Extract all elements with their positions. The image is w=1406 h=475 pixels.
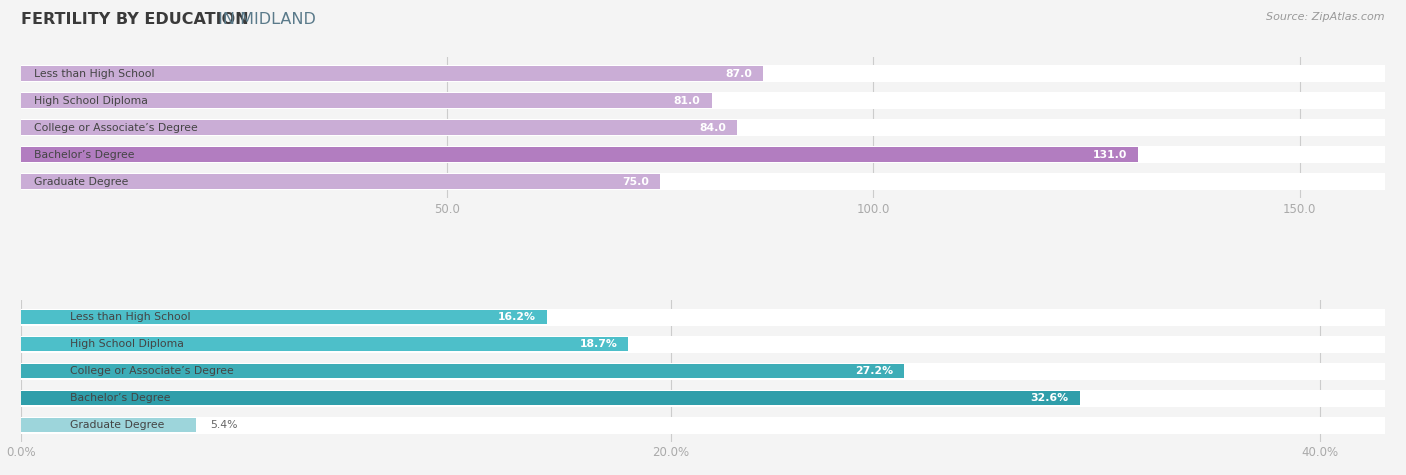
Text: Source: ZipAtlas.com: Source: ZipAtlas.com	[1267, 12, 1385, 22]
Text: High School Diploma: High School Diploma	[70, 339, 184, 349]
Bar	[21, 337, 628, 352]
Text: Bachelor’s Degree: Bachelor’s Degree	[34, 150, 135, 160]
Bar	[21, 65, 1385, 82]
Text: Bachelor’s Degree: Bachelor’s Degree	[70, 393, 170, 403]
Bar	[21, 362, 1385, 380]
Text: Less than High School: Less than High School	[70, 312, 190, 322]
Bar	[21, 390, 1080, 406]
Text: 32.6%: 32.6%	[1031, 393, 1069, 403]
Text: FERTILITY BY EDUCATION: FERTILITY BY EDUCATION	[21, 12, 249, 27]
Bar	[21, 363, 904, 379]
Text: College or Associate’s Degree: College or Associate’s Degree	[34, 123, 198, 133]
Text: 75.0: 75.0	[623, 177, 650, 187]
Bar	[21, 418, 197, 432]
Bar	[21, 310, 547, 324]
Bar	[21, 147, 1137, 162]
Bar	[21, 174, 661, 189]
Bar	[21, 309, 1385, 325]
Text: 18.7%: 18.7%	[579, 339, 617, 349]
Text: 131.0: 131.0	[1092, 150, 1126, 160]
Bar	[21, 146, 1385, 163]
Text: Graduate Degree: Graduate Degree	[70, 420, 165, 430]
Bar	[21, 93, 711, 108]
Text: College or Associate’s Degree: College or Associate’s Degree	[70, 366, 233, 376]
Text: 84.0: 84.0	[699, 123, 725, 133]
Bar	[21, 390, 1385, 407]
Text: 87.0: 87.0	[725, 69, 752, 79]
Bar	[21, 92, 1385, 109]
Bar	[21, 119, 1385, 136]
Text: 16.2%: 16.2%	[498, 312, 536, 322]
Bar	[21, 335, 1385, 352]
Text: Less than High School: Less than High School	[34, 69, 155, 79]
Text: IN MIDLAND: IN MIDLAND	[212, 12, 316, 27]
Text: 5.4%: 5.4%	[209, 420, 238, 430]
Bar	[21, 173, 1385, 190]
Bar	[21, 66, 762, 81]
Text: 81.0: 81.0	[673, 96, 700, 106]
Bar	[21, 417, 1385, 434]
Text: Graduate Degree: Graduate Degree	[34, 177, 128, 187]
Bar	[21, 120, 737, 135]
Text: 27.2%: 27.2%	[855, 366, 893, 376]
Text: High School Diploma: High School Diploma	[34, 96, 148, 106]
